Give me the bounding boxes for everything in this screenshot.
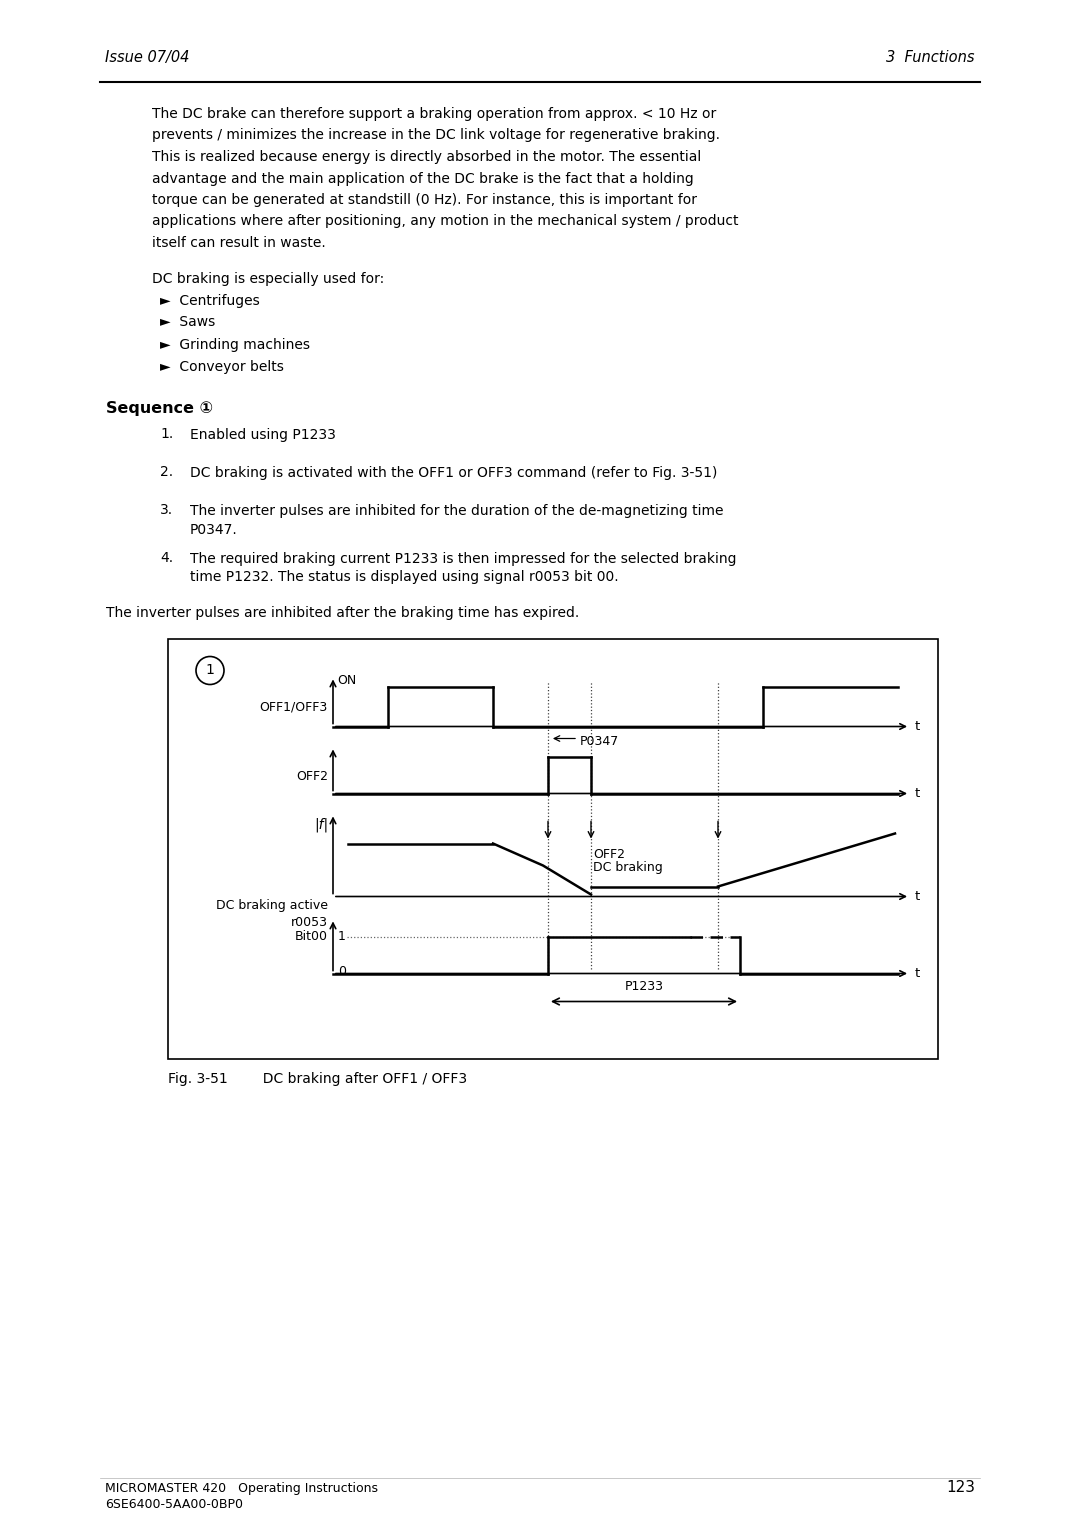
- Text: Enabled using P1233: Enabled using P1233: [190, 428, 336, 442]
- Text: ►  Grinding machines: ► Grinding machines: [160, 338, 310, 351]
- Text: The inverter pulses are inhibited after the braking time has expired.: The inverter pulses are inhibited after …: [106, 605, 579, 619]
- Text: P0347.: P0347.: [190, 523, 238, 536]
- Bar: [168, 639, 939, 1059]
- Text: t: t: [915, 889, 920, 903]
- Text: r0053: r0053: [291, 915, 328, 929]
- Text: 0: 0: [338, 966, 346, 978]
- Text: t: t: [915, 967, 920, 979]
- Text: OFF2: OFF2: [296, 770, 328, 782]
- Text: 123: 123: [946, 1481, 975, 1494]
- Text: 3.: 3.: [160, 504, 173, 518]
- Text: MICROMASTER 420   Operating Instructions: MICROMASTER 420 Operating Instructions: [105, 1482, 378, 1494]
- Text: Issue 07/04: Issue 07/04: [105, 50, 189, 66]
- Text: The DC brake can therefore support a braking operation from approx. < 10 Hz or: The DC brake can therefore support a bra…: [152, 107, 716, 121]
- Text: This is realized because energy is directly absorbed in the motor. The essential: This is realized because energy is direc…: [152, 150, 701, 163]
- Text: 4.: 4.: [160, 552, 173, 565]
- Text: OFF2: OFF2: [593, 848, 625, 862]
- Text: OFF1/OFF3: OFF1/OFF3: [260, 700, 328, 714]
- Text: ON: ON: [337, 674, 356, 688]
- Circle shape: [195, 657, 224, 685]
- Text: torque can be generated at standstill (0 Hz). For instance, this is important fo: torque can be generated at standstill (0…: [152, 193, 697, 206]
- Text: The required braking current P1233 is then impressed for the selected braking: The required braking current P1233 is th…: [190, 552, 737, 565]
- Text: applications where after positioning, any motion in the mechanical system / prod: applications where after positioning, an…: [152, 214, 739, 229]
- Text: P0347: P0347: [580, 735, 619, 749]
- Text: 2.: 2.: [160, 466, 173, 480]
- Text: ►  Conveyor belts: ► Conveyor belts: [160, 359, 284, 373]
- Text: prevents / minimizes the increase in the DC link voltage for regenerative brakin: prevents / minimizes the increase in the…: [152, 128, 720, 142]
- Text: Sequence ①: Sequence ①: [106, 400, 213, 416]
- Text: DC braking is activated with the OFF1 or OFF3 command (refer to Fig. 3-51): DC braking is activated with the OFF1 or…: [190, 466, 717, 480]
- Text: t: t: [915, 787, 920, 801]
- Text: advantage and the main application of the DC brake is the fact that a holding: advantage and the main application of th…: [152, 171, 693, 185]
- Text: The inverter pulses are inhibited for the duration of the de-magnetizing time: The inverter pulses are inhibited for th…: [190, 504, 724, 518]
- Text: DC braking is especially used for:: DC braking is especially used for:: [152, 272, 384, 286]
- Text: 6SE6400-5AA00-0BP0: 6SE6400-5AA00-0BP0: [105, 1497, 243, 1511]
- Text: 1: 1: [205, 663, 215, 677]
- Text: DC braking: DC braking: [593, 862, 663, 874]
- Text: itself can result in waste.: itself can result in waste.: [152, 235, 326, 251]
- Text: time P1232. The status is displayed using signal r0053 bit 00.: time P1232. The status is displayed usin…: [190, 570, 619, 585]
- Text: 3  Functions: 3 Functions: [887, 50, 975, 66]
- Text: 1.: 1.: [160, 428, 173, 442]
- Text: P1233: P1233: [624, 979, 663, 993]
- Text: ►  Saws: ► Saws: [160, 315, 215, 330]
- Text: 1: 1: [338, 931, 346, 943]
- Text: DC braking active: DC braking active: [216, 900, 328, 912]
- Text: Bit00: Bit00: [295, 929, 328, 943]
- Text: |f|: |f|: [314, 817, 328, 833]
- Text: Fig. 3-51        DC braking after OFF1 / OFF3: Fig. 3-51 DC braking after OFF1 / OFF3: [168, 1071, 468, 1085]
- Text: t: t: [915, 720, 920, 733]
- Text: ►  Centrifuges: ► Centrifuges: [160, 293, 260, 307]
